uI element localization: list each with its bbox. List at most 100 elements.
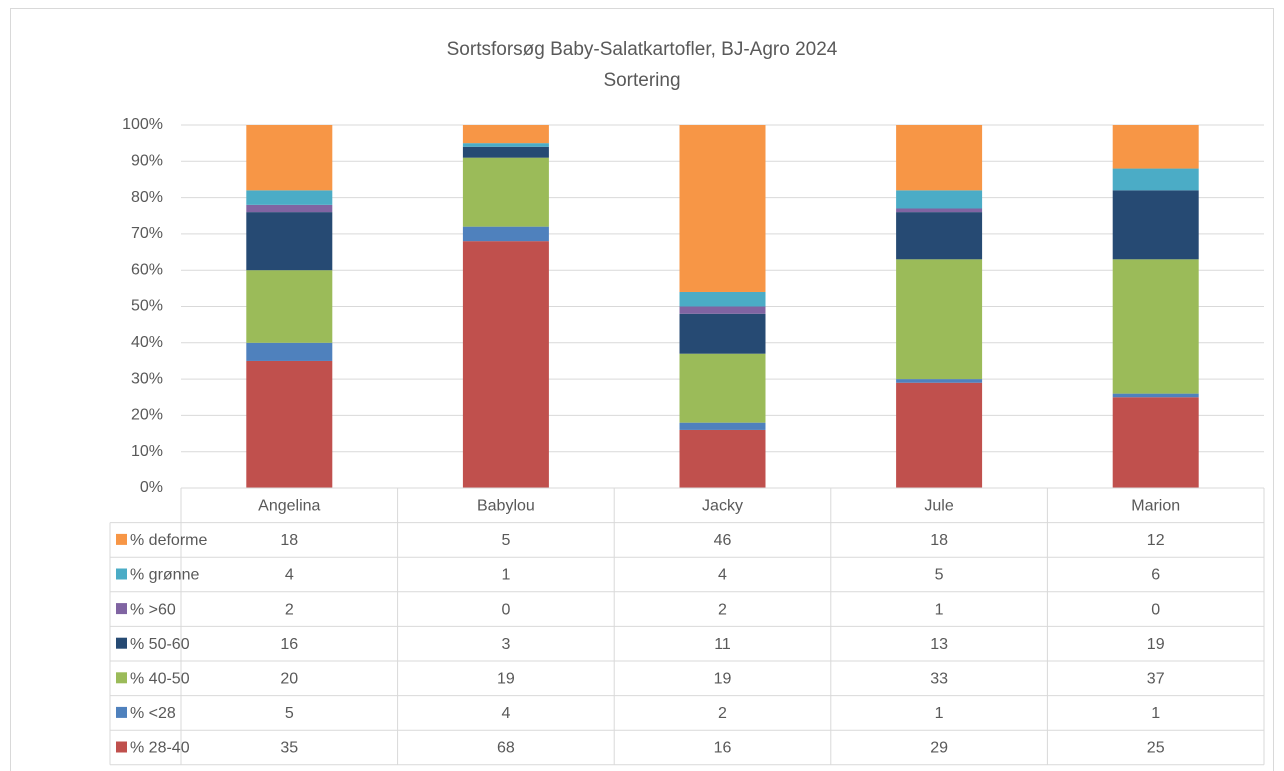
bar-segment xyxy=(462,157,549,227)
bar-segment xyxy=(679,313,766,354)
y-tick-label: 40% xyxy=(131,334,163,351)
table-value: 1 xyxy=(501,567,510,584)
bar-segment xyxy=(462,125,549,144)
bar-segment xyxy=(462,241,549,488)
table-value: 12 xyxy=(1147,532,1165,549)
bar-segment xyxy=(896,259,983,380)
x-tick-label: Jule xyxy=(924,498,953,515)
y-tick-label: 60% xyxy=(131,261,163,278)
legend-key xyxy=(116,672,127,684)
table-value: 11 xyxy=(714,636,731,653)
table-value: 0 xyxy=(1151,601,1160,618)
table-value: 37 xyxy=(1147,671,1165,688)
legend-label: % >60 xyxy=(130,601,176,618)
bar-segment xyxy=(1112,393,1199,398)
table-value: 1 xyxy=(1151,705,1160,722)
table-value: 6 xyxy=(1151,567,1160,584)
chart-title: Sortsforsøg Baby-Salatkartofler, BJ-Agro… xyxy=(447,39,838,60)
bar-segment xyxy=(462,226,549,242)
bar-segment xyxy=(246,125,333,191)
table-value: 13 xyxy=(930,636,948,653)
table-value: 16 xyxy=(714,740,732,757)
y-tick-label: 20% xyxy=(131,407,163,424)
bar-segment xyxy=(679,422,766,430)
y-tick-label: 100% xyxy=(122,116,163,133)
table-value: 25 xyxy=(1147,740,1165,757)
bar-segment xyxy=(896,379,983,383)
table-value: 1 xyxy=(935,705,944,722)
table-value: 46 xyxy=(714,532,732,549)
table-value: 5 xyxy=(285,705,294,722)
table-value: 16 xyxy=(280,636,298,653)
y-tick-label: 80% xyxy=(131,189,163,206)
legend-label: % grønne xyxy=(130,567,199,584)
legend-key xyxy=(116,533,127,545)
bar-segment xyxy=(1112,190,1199,260)
bar-segment xyxy=(246,342,333,361)
legend-label: % 28-40 xyxy=(130,740,190,757)
bar-segment xyxy=(246,212,333,271)
bar-segment xyxy=(1112,168,1199,191)
bar-segment xyxy=(246,190,333,205)
y-tick-label: 70% xyxy=(131,225,163,242)
bar-segment xyxy=(896,382,983,488)
x-tick-label: Marion xyxy=(1131,498,1180,515)
legend-label: % 40-50 xyxy=(130,671,190,688)
bar-segment xyxy=(246,360,333,488)
table-value: 5 xyxy=(935,567,944,584)
bar-segment xyxy=(896,208,983,213)
bar-segment xyxy=(246,204,333,213)
bar-segment xyxy=(679,429,766,488)
bar-segment xyxy=(896,125,983,191)
y-tick-label: 30% xyxy=(131,370,163,387)
bar-segment xyxy=(896,190,983,209)
table-value: 35 xyxy=(280,740,298,757)
bar-segment xyxy=(1112,125,1199,169)
table-value: 4 xyxy=(285,567,294,584)
table-value: 3 xyxy=(501,636,510,653)
table-value: 2 xyxy=(718,705,727,722)
table-value: 2 xyxy=(285,601,294,618)
table-value: 29 xyxy=(930,740,948,757)
table-value: 19 xyxy=(714,671,732,688)
table-value: 19 xyxy=(1147,636,1165,653)
x-tick-label: Jacky xyxy=(702,498,743,515)
table-value: 4 xyxy=(718,567,727,584)
bar-segment xyxy=(462,143,549,147)
table-value: 5 xyxy=(501,532,510,549)
y-tick-label: 0% xyxy=(140,479,163,496)
chart-border xyxy=(10,8,1274,771)
y-tick-label: 10% xyxy=(131,443,163,460)
bar-segment xyxy=(679,306,766,314)
bar-segment xyxy=(679,291,766,307)
bar-segment xyxy=(896,212,983,260)
legend-label: % 50-60 xyxy=(130,636,190,653)
bar-segment xyxy=(1112,259,1199,394)
chart-subtitle: Sortering xyxy=(603,70,680,91)
x-tick-label: Angelina xyxy=(258,498,320,515)
table-value: 4 xyxy=(501,705,510,722)
table-value: 33 xyxy=(930,671,948,688)
y-tick-label: 90% xyxy=(131,153,163,170)
bar-segment xyxy=(462,146,549,158)
table-value: 1 xyxy=(935,601,944,618)
bar-segment xyxy=(1112,397,1199,488)
bar-segment xyxy=(246,270,333,343)
x-tick-label: Babylou xyxy=(477,498,535,515)
bar-segment xyxy=(679,353,766,423)
bar-segment xyxy=(679,125,766,292)
legend-key xyxy=(116,568,127,580)
table-value: 68 xyxy=(497,740,515,757)
table-value: 0 xyxy=(501,601,510,618)
legend-label: % deforme xyxy=(130,532,207,549)
table-value: 20 xyxy=(280,671,298,688)
y-tick-label: 50% xyxy=(131,298,163,315)
table-value: 18 xyxy=(280,532,298,549)
legend-key xyxy=(116,637,127,649)
table-value: 19 xyxy=(497,671,515,688)
table-value: 18 xyxy=(930,532,948,549)
table-value: 2 xyxy=(718,601,727,618)
legend-key xyxy=(116,741,127,753)
legend-key xyxy=(116,706,127,718)
legend-label: % <28 xyxy=(130,705,176,722)
